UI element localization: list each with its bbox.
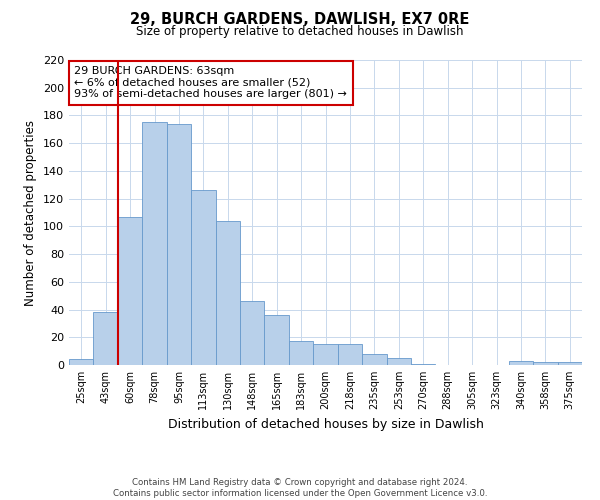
Bar xyxy=(191,190,215,365)
Bar xyxy=(313,344,338,365)
Text: 29, BURCH GARDENS, DAWLISH, EX7 0RE: 29, BURCH GARDENS, DAWLISH, EX7 0RE xyxy=(130,12,470,28)
Text: 29 BURCH GARDENS: 63sqm
← 6% of detached houses are smaller (52)
93% of semi-det: 29 BURCH GARDENS: 63sqm ← 6% of detached… xyxy=(74,66,347,100)
Bar xyxy=(94,312,118,365)
Bar xyxy=(533,362,557,365)
Bar xyxy=(167,124,191,365)
Bar xyxy=(265,315,289,365)
Bar xyxy=(240,301,265,365)
Bar xyxy=(509,361,533,365)
X-axis label: Distribution of detached houses by size in Dawlish: Distribution of detached houses by size … xyxy=(167,418,484,430)
Bar xyxy=(557,362,582,365)
Bar xyxy=(338,344,362,365)
Bar xyxy=(69,360,94,365)
Bar xyxy=(411,364,436,365)
Bar xyxy=(142,122,167,365)
Text: Size of property relative to detached houses in Dawlish: Size of property relative to detached ho… xyxy=(136,25,464,38)
Y-axis label: Number of detached properties: Number of detached properties xyxy=(25,120,37,306)
Bar xyxy=(215,221,240,365)
Bar xyxy=(289,342,313,365)
Bar xyxy=(118,216,142,365)
Text: Contains HM Land Registry data © Crown copyright and database right 2024.
Contai: Contains HM Land Registry data © Crown c… xyxy=(113,478,487,498)
Bar xyxy=(386,358,411,365)
Bar xyxy=(362,354,386,365)
